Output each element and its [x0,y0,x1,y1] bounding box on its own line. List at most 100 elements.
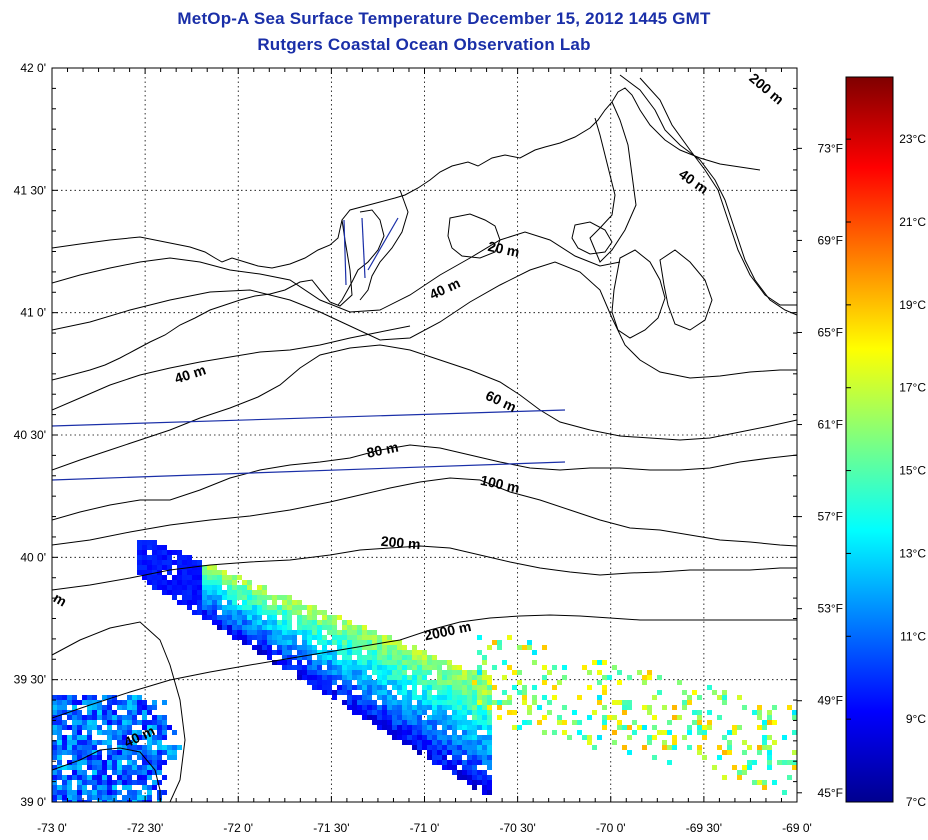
sst-pixel [522,645,527,650]
sst-pixel [352,665,357,670]
sst-pixel [92,720,97,725]
sst-pixel [62,695,67,700]
sst-pixel [442,735,447,740]
sst-pixel [122,785,127,790]
sst-pixel [107,790,112,795]
sst-pixel [127,700,132,705]
sst-pixel [387,655,392,660]
sst-pixel [487,700,492,705]
sst-pixel [57,705,62,710]
sst-pixel [112,785,117,790]
sst-pixel [107,765,112,770]
sst-pixel [117,790,122,795]
sst-pixel [537,720,542,725]
sst-pixel [217,580,222,585]
sst-pixel [482,760,487,765]
sst-pixel [87,735,92,740]
sst-pixel [362,645,367,650]
sst-pixel [282,665,287,670]
sst-pixel [357,640,362,645]
sst-pixel [432,665,437,670]
sst-pixel [447,690,452,695]
sst-pixel [427,730,432,735]
sst-pixel [157,560,162,565]
sst-pixel [467,730,472,735]
sst-pixel [282,655,287,660]
sst-pixel [602,705,607,710]
narragansett-bay [359,189,409,301]
sst-pixel [482,740,487,745]
sst-pixel [107,755,112,760]
sst-pixel [622,705,627,710]
sst-pixel [472,770,477,775]
sst-pixel [117,750,122,755]
sst-pixel [452,745,457,750]
sst-pixel [397,725,402,730]
sst-pixel [767,715,772,720]
sst-pixel [97,770,102,775]
sst-pixel [312,670,317,675]
sst-pixel [72,730,77,735]
sst-pixel [87,790,92,795]
sst-pixel [187,570,192,575]
sst-pixel [52,785,57,790]
sst-pixel [62,710,67,715]
sst-pixel [412,675,417,680]
sst-pixel [227,600,232,605]
sst-pixel [302,615,307,620]
sst-pixel [397,665,402,670]
sst-pixel [97,700,102,705]
sst-pixel [152,765,157,770]
sst-pixel [352,685,357,690]
sst-pixel [437,750,442,755]
sst-pixel [342,660,347,665]
sst-pixel [392,710,397,715]
sst-pixel [177,575,182,580]
sst-pixel [212,570,217,575]
colorbar-fahrenheit-label: 73°F [818,141,843,155]
sst-pixel [62,725,67,730]
sst-pixel [97,795,102,800]
sst-pixel [232,615,237,620]
x-tick-label: -69 30' [686,821,722,835]
sst-pixel [402,715,407,720]
sst-pixel [417,715,422,720]
sst-pixel [157,545,162,550]
sst-pixel [117,700,122,705]
sst-pixel [102,730,107,735]
sst-pixel [387,730,392,735]
sst-pixel [662,730,667,735]
sst-pixel [357,660,362,665]
sst-pixel [767,720,772,725]
sst-pixel [212,600,217,605]
sst-pixel [127,750,132,755]
sst-pixel [282,600,287,605]
sst-pixel [122,700,127,705]
sst-pixel [312,660,317,665]
sst-pixel [77,715,82,720]
sst-pixel [197,590,202,595]
sst-pixel [437,705,442,710]
sst-pixel [102,775,107,780]
sst-pixel [757,745,762,750]
sst-pixel [437,735,442,740]
sst-pixel [367,660,372,665]
sst-pixel [362,705,367,710]
sst-pixel [552,685,557,690]
sst-pixel [62,720,67,725]
sst-pixel [407,710,412,715]
sst-pixel [657,730,662,735]
sst-pixel [192,580,197,585]
sst-pixel [162,580,167,585]
sst-pixel [472,765,477,770]
y-tick-label: 40 0' [20,550,46,564]
sst-pixel [57,695,62,700]
sst-pixel [262,650,267,655]
sst-pixel [242,605,247,610]
sst-pixel [542,680,547,685]
sst-pixel [442,715,447,720]
sst-pixel [282,615,287,620]
colorbar: 7°C9°C11°C13°C15°C17°C19°C21°C23°C 45°F4… [797,76,926,809]
sst-pixel [287,660,292,665]
sst-pixel [112,770,117,775]
